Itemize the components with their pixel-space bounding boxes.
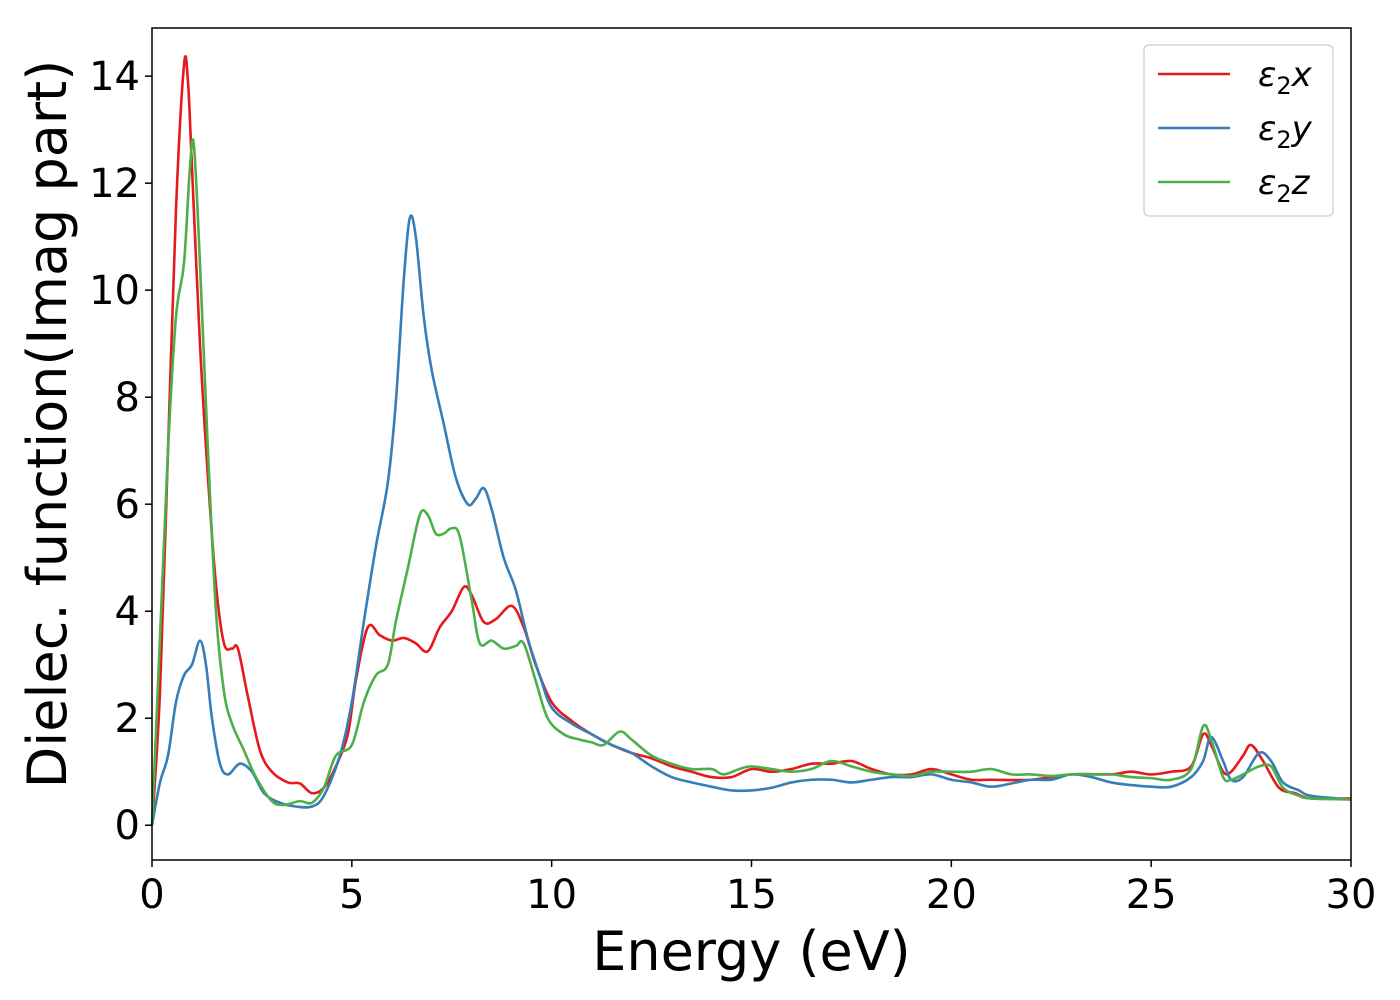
y-tick-label: 6	[115, 482, 140, 528]
series-layer	[150, 55, 1352, 826]
x-tick-label: 20	[926, 872, 977, 918]
y-axis-ticks: 0 2 4 6 8 10 12 14	[89, 54, 152, 849]
y-tick-label: 8	[115, 375, 140, 421]
legend-label-x: ε2x	[1258, 55, 1313, 100]
y-axis-label: Dielec. function(Imag part)	[16, 60, 79, 789]
legend-box	[1143, 44, 1334, 217]
x-tick-label: 5	[339, 872, 364, 918]
x-tick-label: 10	[526, 872, 577, 918]
x-tick-label: 0	[139, 872, 164, 918]
y-tick-label: 2	[115, 696, 140, 742]
x-tick-label: 15	[726, 872, 777, 918]
series-line-y	[150, 214, 1352, 826]
y-tick-label: 12	[89, 161, 140, 207]
x-tick-label: 25	[1126, 872, 1177, 918]
series-line-z	[150, 138, 1352, 826]
legend-label-z: ε2z	[1258, 163, 1311, 208]
x-axis-label: Energy (eV)	[592, 920, 911, 983]
x-axis-ticks: 0 5 10 15 20 25 30	[139, 860, 1376, 918]
y-tick-label: 0	[115, 803, 140, 849]
legend: ε2x ε2y ε2z	[1143, 44, 1334, 217]
y-tick-label: 14	[89, 54, 140, 100]
legend-label-y: ε2y	[1258, 109, 1313, 154]
y-tick-label: 10	[89, 268, 140, 314]
x-tick-label: 30	[1326, 872, 1377, 918]
y-tick-label: 4	[115, 589, 140, 635]
